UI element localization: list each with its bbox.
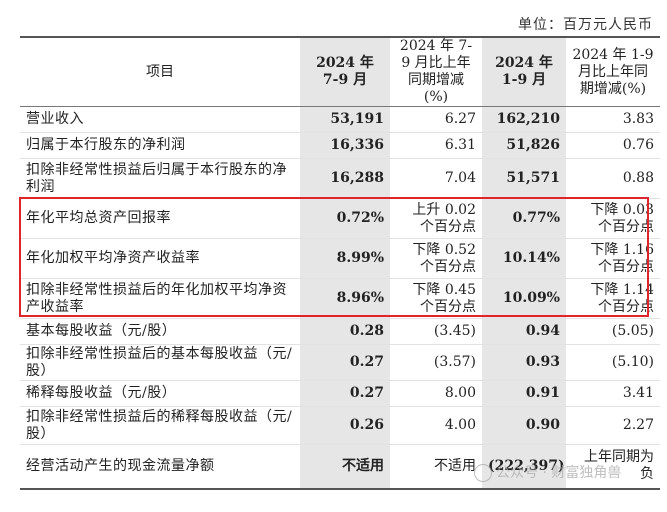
row-q3-value: 0.72% bbox=[300, 198, 390, 239]
header-row: 项目 2024 年 7-9 月 2024 年 7-9 月比上年同期增减(%) 2… bbox=[20, 36, 660, 107]
row-ytd-change: 0.76 bbox=[566, 132, 660, 159]
row-ytd-change: (5.05) bbox=[566, 318, 660, 345]
financial-table: 项目 2024 年 7-9 月 2024 年 7-9 月比上年同期增减(%) 2… bbox=[20, 36, 660, 490]
row-ytd-change: 上年同期为负 bbox=[566, 444, 660, 490]
row-q3-value: 不适用 bbox=[300, 444, 390, 490]
row-item-label: 稀释每股收益（元/股） bbox=[20, 380, 300, 407]
table-row: 年化平均总资产回报率 0.72% 上升 0.02 个百分点 0.77% 下降 0.03 … bbox=[20, 198, 660, 239]
row-ytd-value: (222,397) bbox=[482, 444, 566, 490]
watermark-text: 公众号 · 财富独角兽 bbox=[496, 465, 622, 481]
row-ytd-value: 0.77% bbox=[482, 198, 566, 239]
table-row: 基本每股收益（元/股） 0.28 (3.45) 0.94 (5.05) bbox=[20, 318, 660, 345]
row-item-label: 营业收入 bbox=[20, 106, 300, 133]
row-q3-value: 8.99% bbox=[300, 238, 390, 279]
row-ytd-value: 10.09% bbox=[482, 278, 566, 319]
row-item-label: 扣除非经常性损益后的稀释每股收益（元/股） bbox=[20, 406, 300, 445]
row-item-label: 年化平均总资产回报率 bbox=[20, 198, 300, 239]
row-item-label: 归属于本行股东的净利润 bbox=[20, 132, 300, 159]
table-row: 营业收入 53,191 6.27 162,210 3.83 bbox=[20, 106, 660, 133]
row-q3-change: (3.57) bbox=[390, 344, 482, 381]
row-ytd-value: 0.94 bbox=[482, 318, 566, 345]
row-ytd-change: 下降 1.14 个百分点 bbox=[566, 278, 660, 319]
row-q3-change: 8.00 bbox=[390, 380, 482, 407]
row-ytd-value: 10.14% bbox=[482, 238, 566, 279]
table-row: 扣除非经常性损益后的稀释每股收益（元/股） 0.26 4.00 0.90 2.27 bbox=[20, 406, 660, 445]
row-item-label: 经营活动产生的现金流量净额 bbox=[20, 444, 300, 490]
row-q3-change: 4.00 bbox=[390, 406, 482, 445]
table-row: 归属于本行股东的净利润 16,336 6.31 51,826 0.76 bbox=[20, 132, 660, 159]
row-q3-value: 16,336 bbox=[300, 132, 390, 159]
row-item-label: 扣除非经常性损益后的年化加权平均净资产收益率 bbox=[20, 278, 300, 319]
row-q3-value: 8.96% bbox=[300, 278, 390, 319]
row-q3-change: 6.27 bbox=[390, 106, 482, 133]
table-row: 稀释每股收益（元/股） 0.27 8.00 0.91 3.41 bbox=[20, 380, 660, 407]
table-row: 扣除非经常性损益后的基本每股收益（元/股） 0.27 (3.57) 0.93 (5.10… bbox=[20, 344, 660, 381]
row-ytd-change: 3.41 bbox=[566, 380, 660, 407]
table-row: 扣除非经常性损益后的年化加权平均净资产收益率 8.96% 下降 0.45 个百分点 1… bbox=[20, 278, 660, 319]
row-q3-change: 下降 0.45 个百分点 bbox=[390, 278, 482, 319]
header-ytd-change: 2024 年 1-9 月比上年同期增减(%) bbox=[566, 36, 660, 107]
row-ytd-value: 51,571 bbox=[482, 158, 566, 199]
row-item-label: 年化加权平均净资产收益率 bbox=[20, 238, 300, 279]
row-q3-value: 0.26 bbox=[300, 406, 390, 445]
row-item-label: 基本每股收益（元/股） bbox=[20, 318, 300, 345]
row-q3-value: 53,191 bbox=[300, 106, 390, 133]
watermark: 公众号 · 财富独角兽 bbox=[474, 462, 621, 482]
table-row: 年化加权平均净资产收益率 8.99% 下降 0.52 个百分点 10.14% 下降 1.… bbox=[20, 238, 660, 279]
row-q3-value: 0.27 bbox=[300, 344, 390, 381]
row-ytd-change: 0.88 bbox=[566, 158, 660, 199]
row-q3-change: (3.45) bbox=[390, 318, 482, 345]
row-ytd-change: 下降 0.03 个百分点 bbox=[566, 198, 660, 239]
header-item: 项目 bbox=[20, 36, 300, 107]
row-ytd-change: 3.83 bbox=[566, 106, 660, 133]
row-q3-value: 0.27 bbox=[300, 380, 390, 407]
row-q3-change: 7.04 bbox=[390, 158, 482, 199]
row-ytd-value: 162,210 bbox=[482, 106, 566, 133]
row-ytd-value: 51,826 bbox=[482, 132, 566, 159]
row-ytd-change: 2.27 bbox=[566, 406, 660, 445]
unit-label: 单位：百万元人民币 bbox=[518, 17, 653, 33]
header-q3: 2024 年 7-9 月 bbox=[300, 36, 390, 107]
row-item-label: 扣除非经常性损益后归属于本行股东的净利润 bbox=[20, 158, 300, 199]
row-q3-change: 6.31 bbox=[390, 132, 482, 159]
row-ytd-value: 0.91 bbox=[482, 380, 566, 407]
row-q3-value: 16,288 bbox=[300, 158, 390, 199]
header-q3-change: 2024 年 7-9 月比上年同期增减(%) bbox=[390, 36, 482, 107]
row-q3-value: 0.28 bbox=[300, 318, 390, 345]
row-q3-change: 不适用 bbox=[390, 444, 482, 490]
row-q3-change: 下降 0.52 个百分点 bbox=[390, 238, 482, 279]
table-row: 经营活动产生的现金流量净额 不适用 不适用 (222,397) 上年同期为负 bbox=[20, 444, 660, 490]
wechat-icon bbox=[474, 464, 492, 482]
row-ytd-value: 0.90 bbox=[482, 406, 566, 445]
header-ytd: 2024 年 1-9 月 bbox=[482, 36, 566, 107]
row-q3-change: 上升 0.02 个百分点 bbox=[390, 198, 482, 239]
table-row: 扣除非经常性损益后归属于本行股东的净利润 16,288 7.04 51,571 0.88 bbox=[20, 158, 660, 199]
row-ytd-value: 0.93 bbox=[482, 344, 566, 381]
row-item-label: 扣除非经常性损益后的基本每股收益（元/股） bbox=[20, 344, 300, 381]
row-ytd-change: 下降 1.16 个百分点 bbox=[566, 238, 660, 279]
row-ytd-change: (5.10) bbox=[566, 344, 660, 381]
